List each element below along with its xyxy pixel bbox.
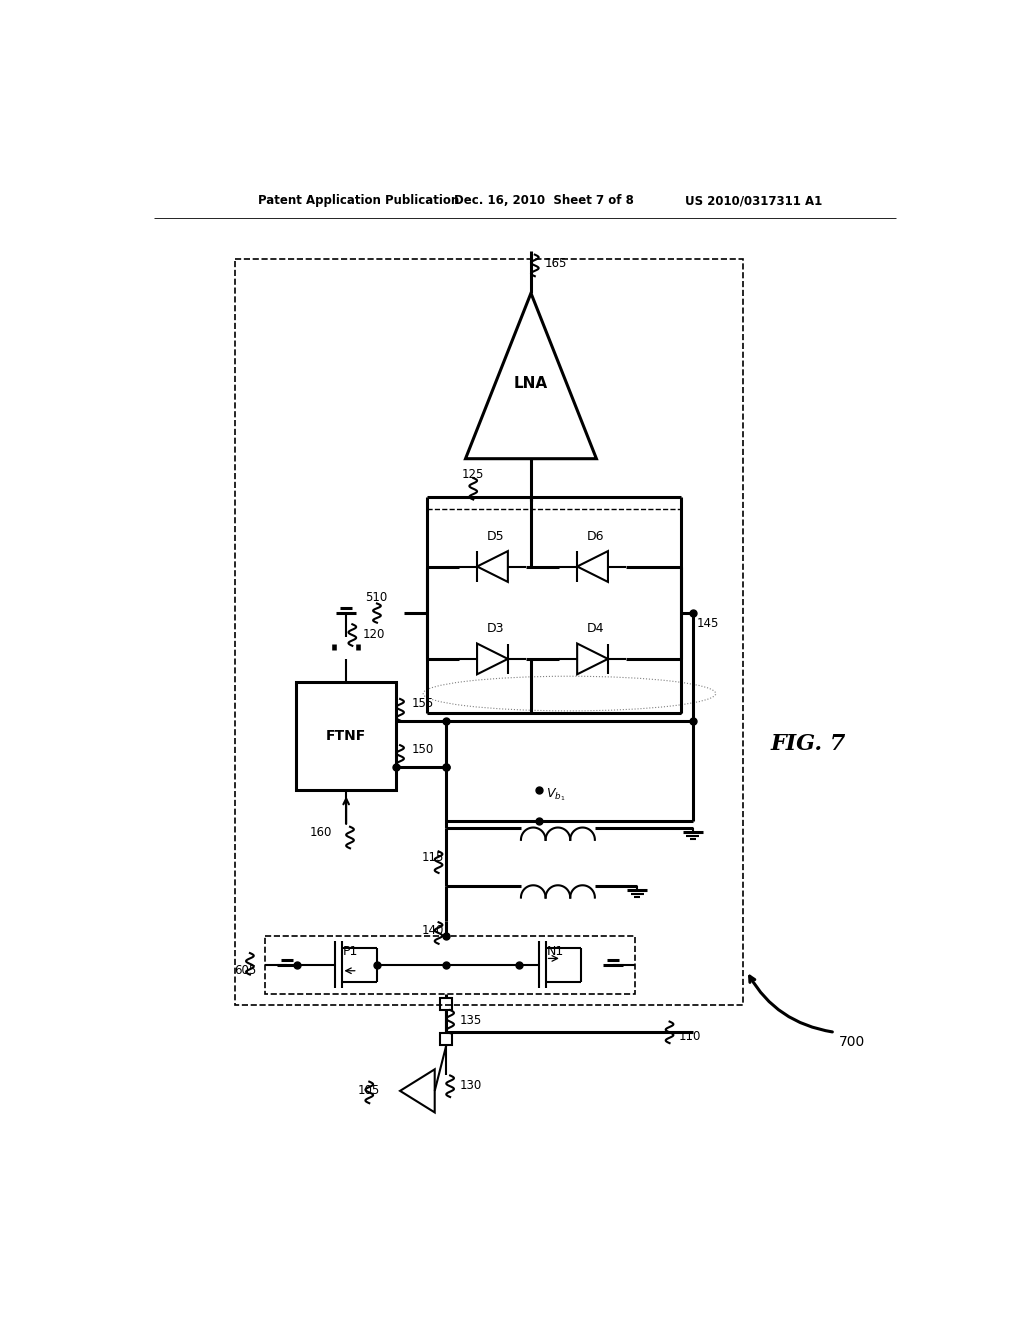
Text: D4: D4 [587,622,604,635]
Bar [440,998,453,1010]
Text: P1: P1 [342,945,357,958]
Text: 165: 165 [545,257,567,271]
Text: 605: 605 [234,964,257,977]
Text: FTNF: FTNF [326,729,367,743]
Text: 120: 120 [364,628,385,640]
Text: D3: D3 [486,622,504,635]
Text: LNA: LNA [514,376,548,391]
Text: 125: 125 [462,467,484,480]
Bar [427,508,681,713]
Text: 130: 130 [460,1078,482,1092]
Bar [296,682,396,789]
Text: 510: 510 [366,591,388,603]
Text: 700: 700 [839,1035,865,1049]
Text: 145: 145 [696,616,719,630]
Bar [234,259,742,1006]
Text: 140: 140 [422,924,444,937]
Text: Patent Application Publication: Patent Application Publication [258,194,459,207]
Text: 115: 115 [422,851,444,865]
Text: FIG. 7: FIG. 7 [770,733,846,755]
Bar [440,1034,453,1045]
Text: D5: D5 [486,529,504,543]
Bar [265,936,635,994]
Text: 110: 110 [679,1030,701,1043]
Text: 160: 160 [309,825,332,838]
Text: $V_{b_1}$: $V_{b_1}$ [547,787,566,803]
Text: 155: 155 [412,697,434,710]
Text: US 2010/0317311 A1: US 2010/0317311 A1 [685,194,822,207]
Text: Dec. 16, 2010  Sheet 7 of 8: Dec. 16, 2010 Sheet 7 of 8 [454,194,634,207]
Text: 135: 135 [460,1014,482,1027]
Text: N1: N1 [547,945,564,958]
Text: D6: D6 [587,529,604,543]
Text: 150: 150 [412,743,434,756]
Text: 105: 105 [357,1084,380,1097]
